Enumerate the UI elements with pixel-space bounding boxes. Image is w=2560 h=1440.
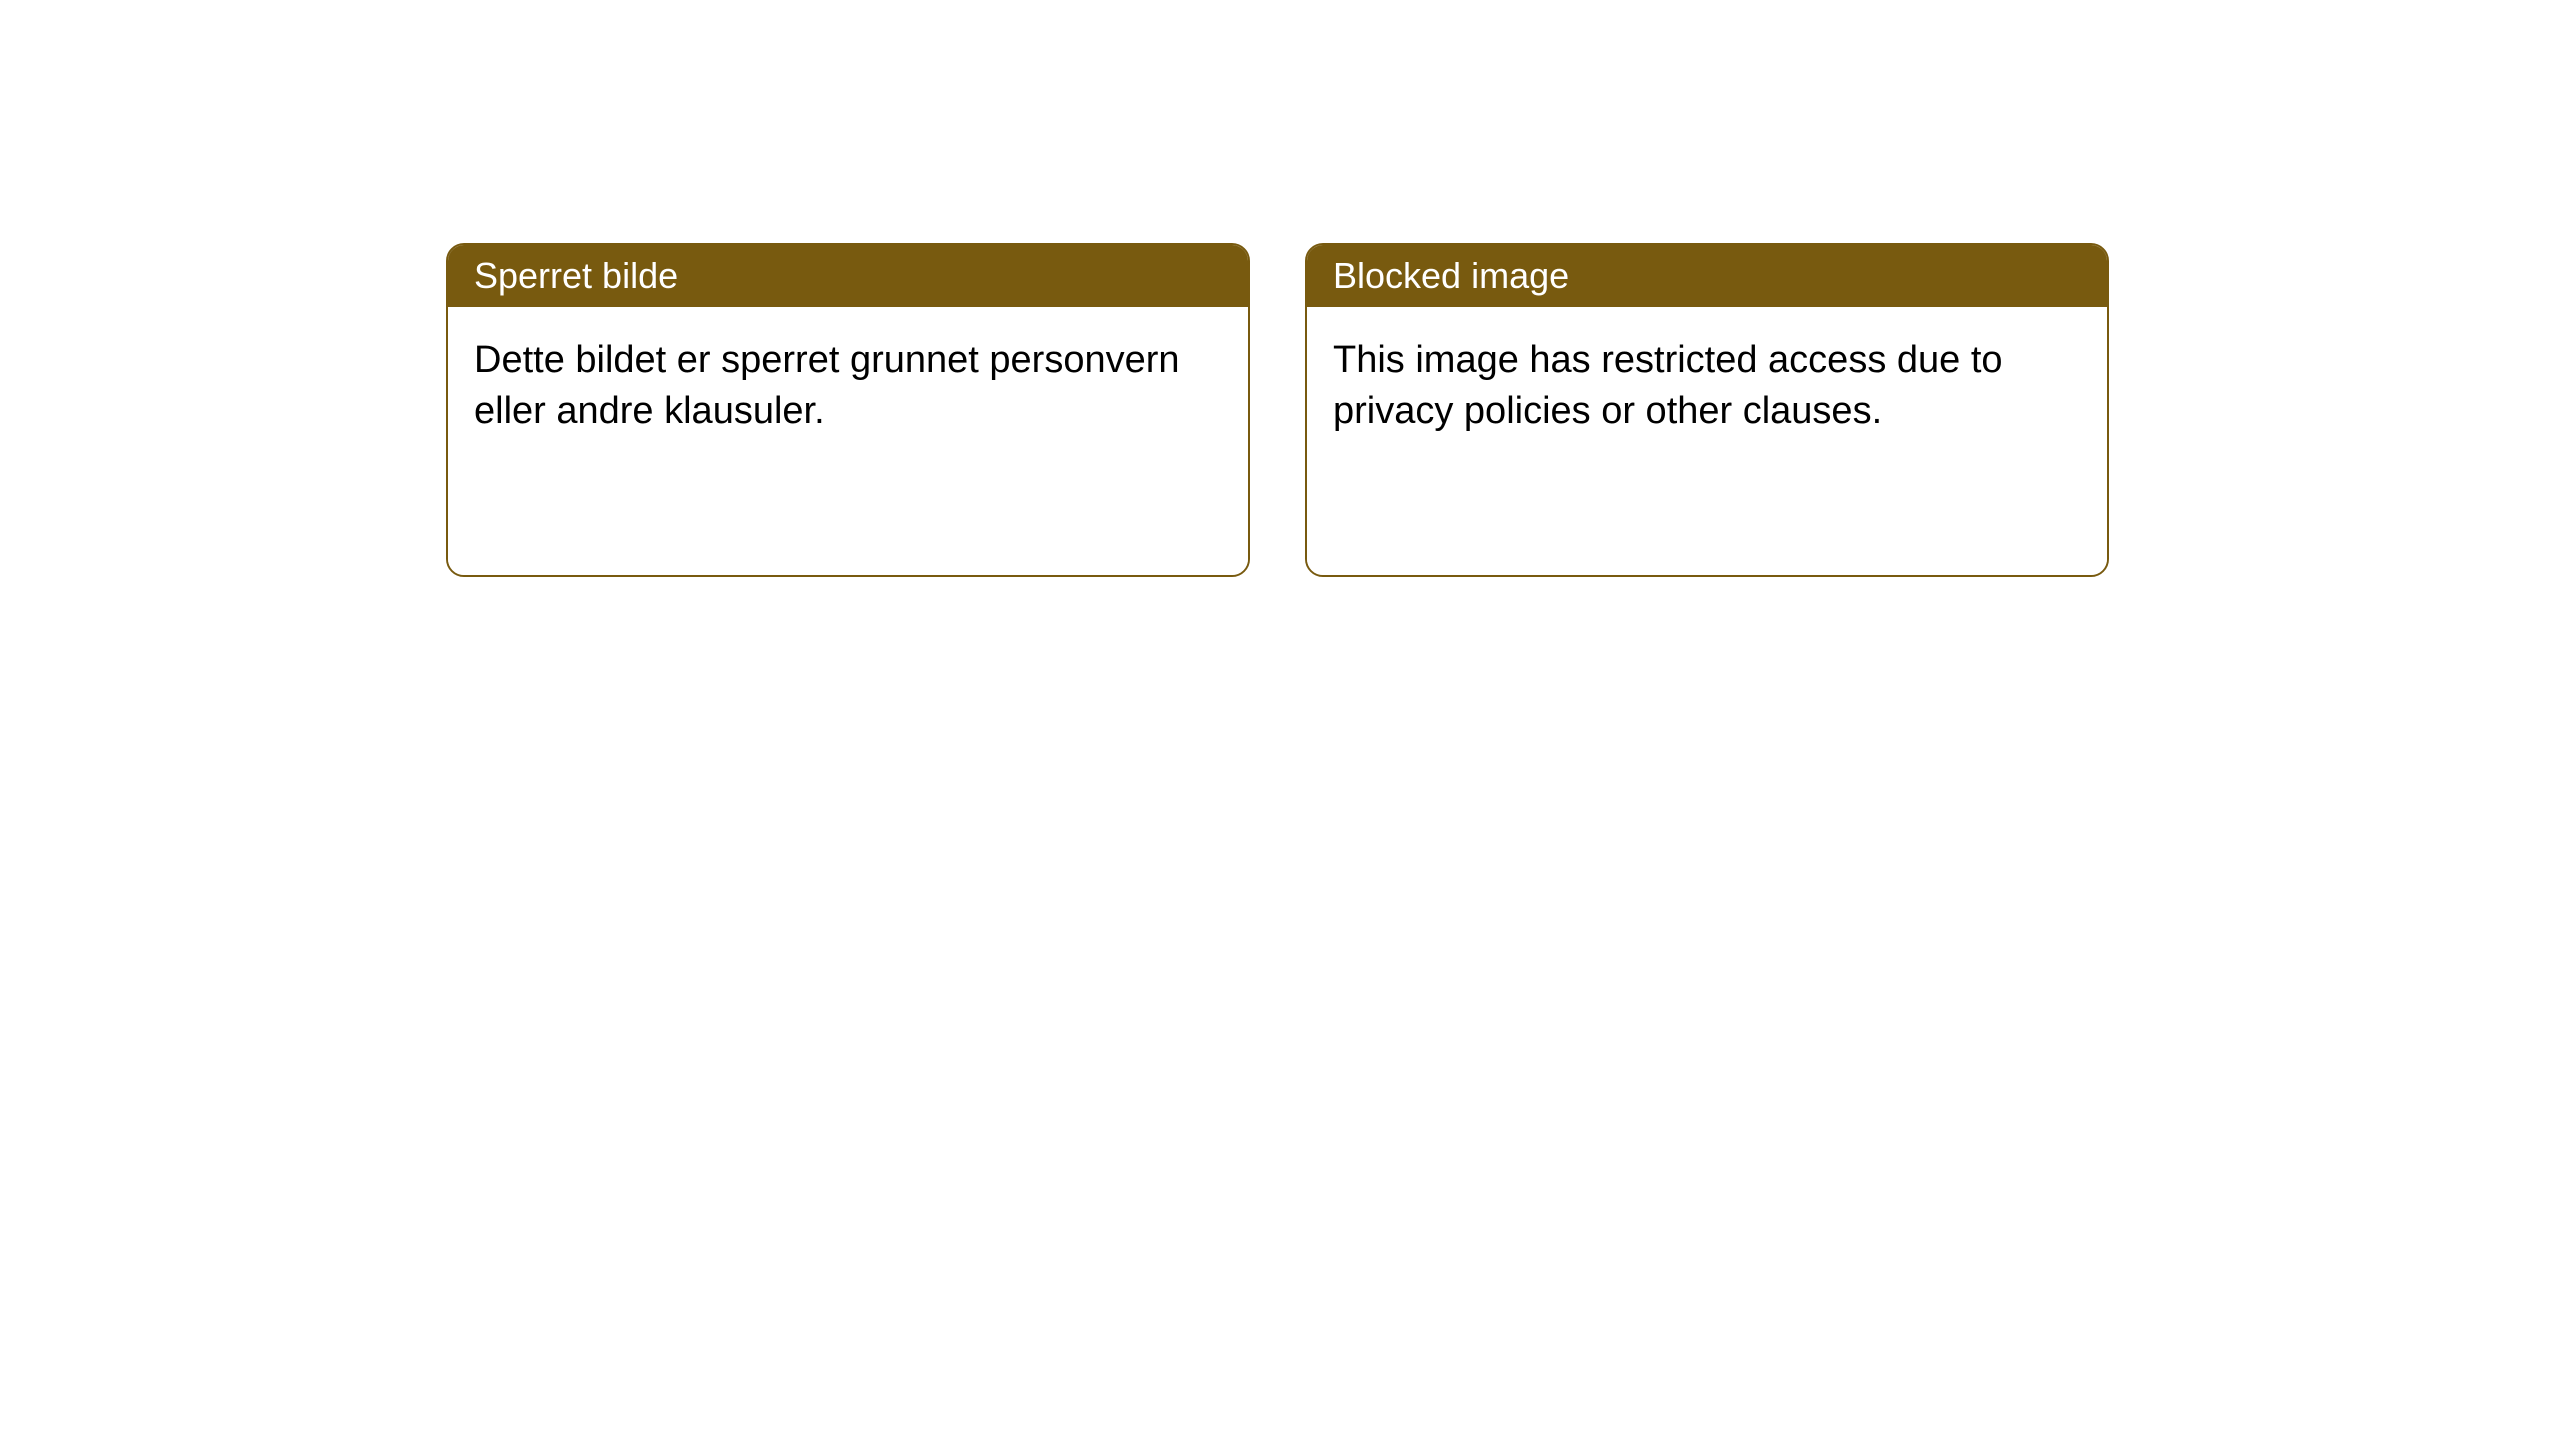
notice-body: This image has restricted access due to … [1307,307,2107,575]
notice-title: Sperret bilde [474,255,678,296]
notice-header: Sperret bilde [448,245,1248,307]
notice-body: Dette bildet er sperret grunnet personve… [448,307,1248,575]
notice-card-norwegian: Sperret bilde Dette bildet er sperret gr… [446,243,1250,577]
notice-title: Blocked image [1333,255,1569,296]
notice-message: Dette bildet er sperret grunnet personve… [474,339,1180,432]
notice-message: This image has restricted access due to … [1333,339,2003,432]
notice-header: Blocked image [1307,245,2107,307]
notice-container: Sperret bilde Dette bildet er sperret gr… [446,243,2560,577]
notice-card-english: Blocked image This image has restricted … [1305,243,2109,577]
